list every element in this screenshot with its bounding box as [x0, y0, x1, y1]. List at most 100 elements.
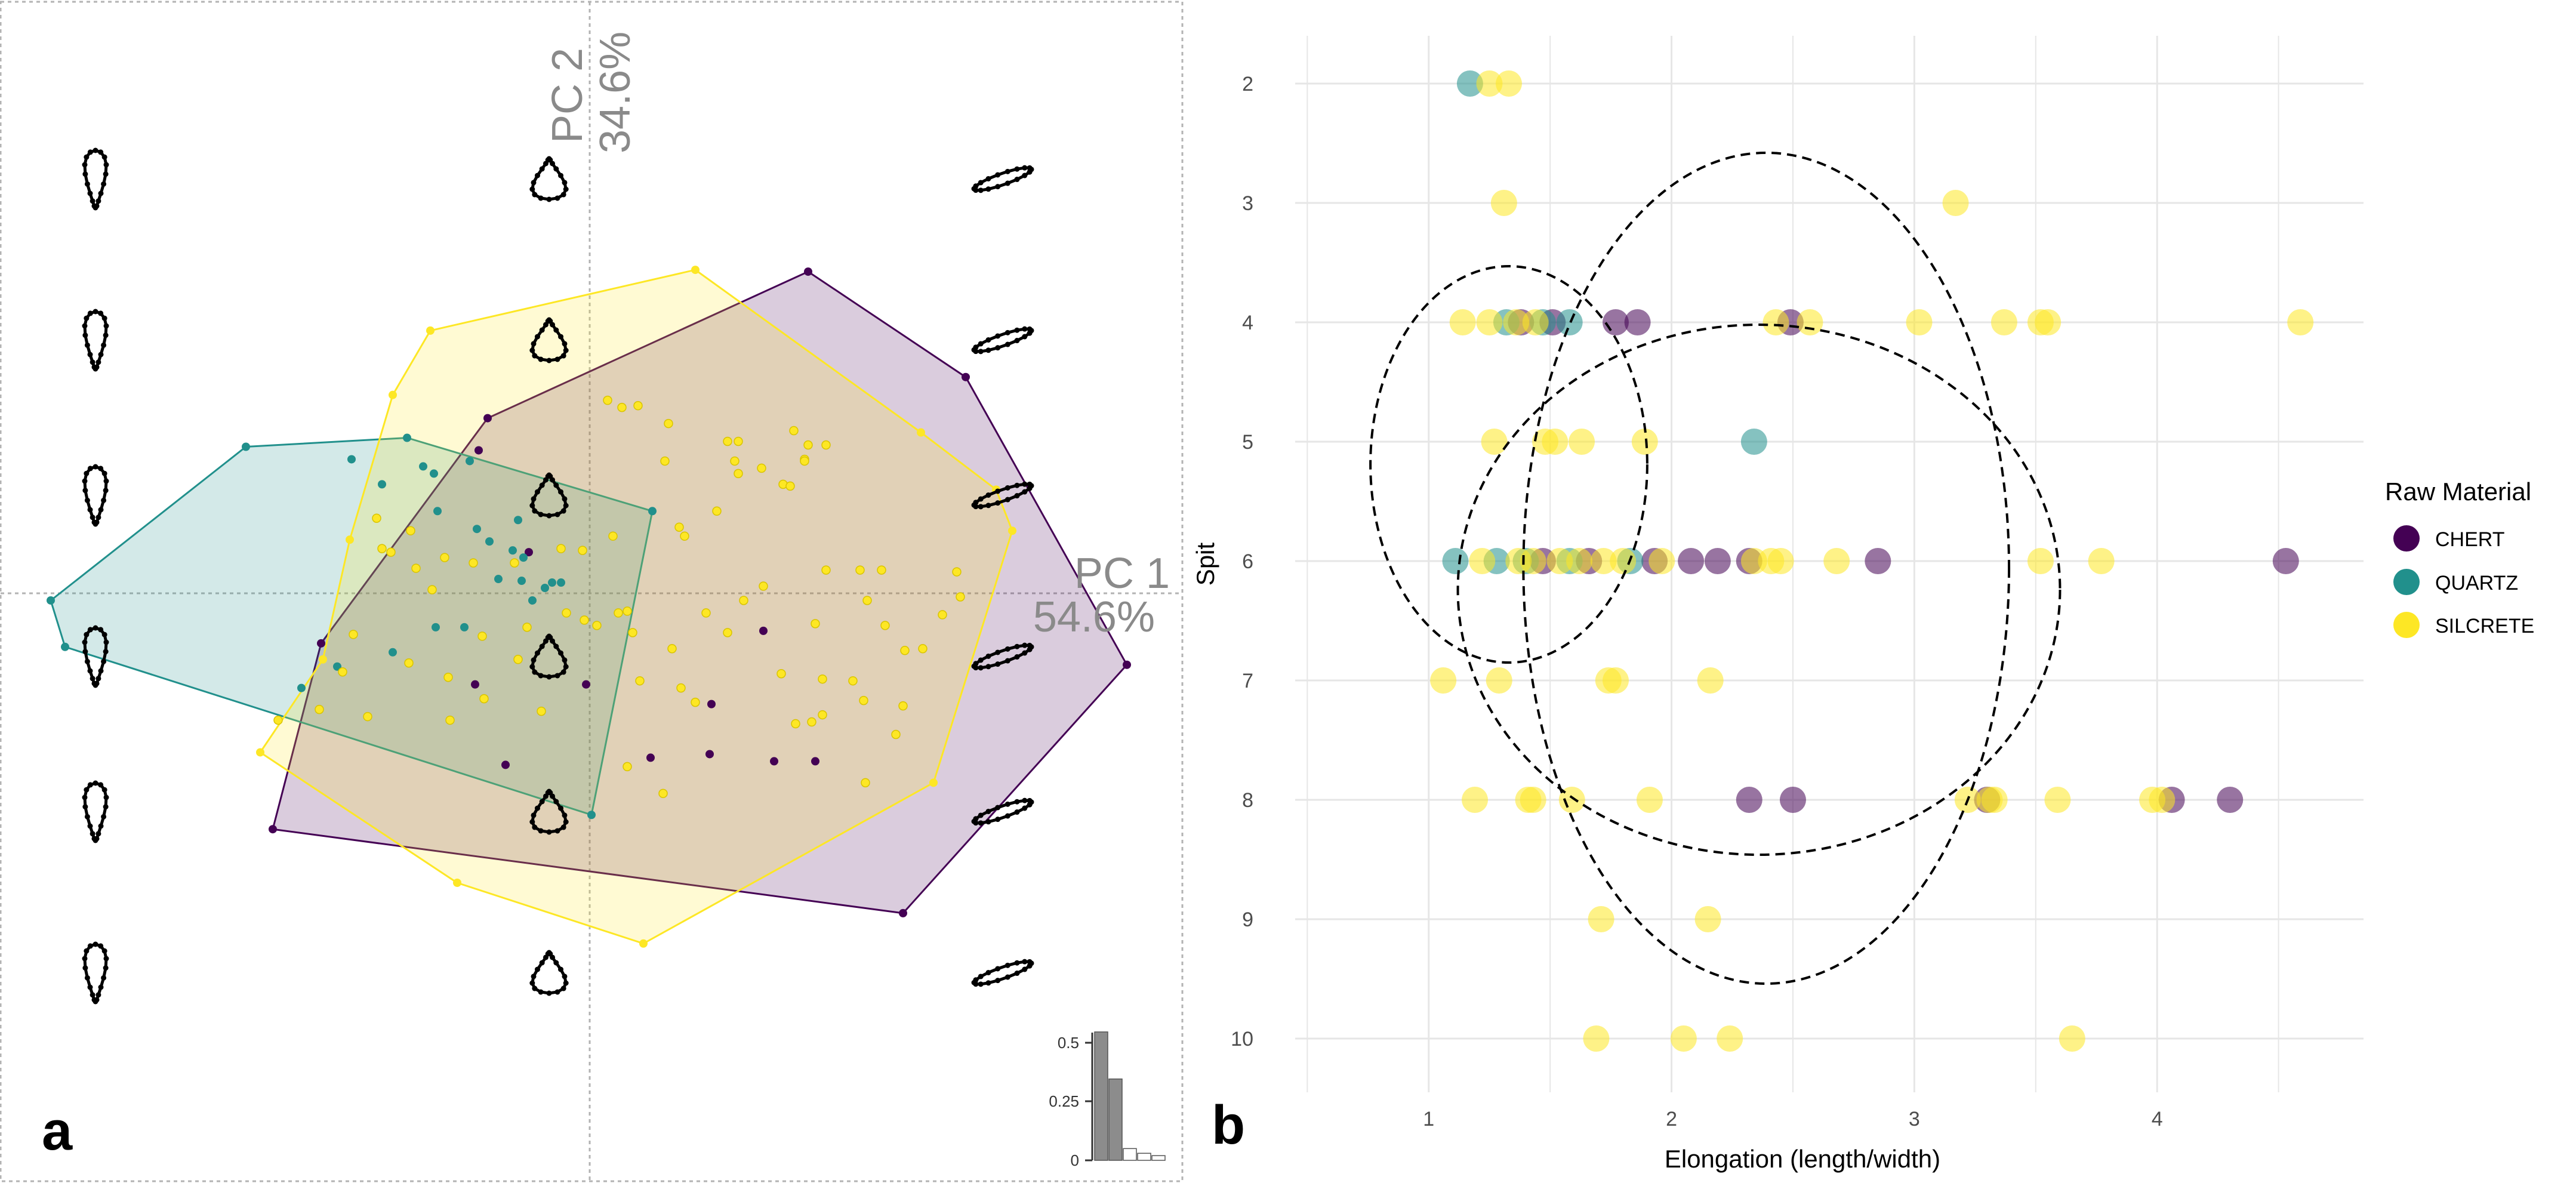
outline-landmark — [98, 984, 104, 990]
outline-landmark — [532, 985, 538, 991]
point-silcrete — [777, 669, 786, 679]
point-silcrete — [623, 762, 632, 772]
inset-bar — [1094, 1031, 1108, 1161]
point-quartz — [541, 584, 549, 593]
point-silcrete — [877, 565, 886, 575]
outline-landmark — [93, 309, 98, 315]
point-quartz — [557, 578, 565, 587]
point-chert — [2272, 548, 2299, 574]
outline-landmark — [1014, 654, 1020, 660]
point-chert — [707, 700, 716, 708]
outline-landmark — [995, 649, 1001, 655]
outline-landmark — [538, 195, 544, 201]
outline-landmark — [87, 352, 93, 358]
hull-vertex-silcrete — [319, 655, 327, 664]
inset-bar — [1108, 1078, 1123, 1161]
legend-item-chert: CHERT — [2393, 525, 2505, 552]
outline-landmark — [87, 466, 93, 472]
point-silcrete — [614, 608, 623, 618]
y-tick-label: 6 — [1242, 550, 1253, 573]
inset-tick-label: 0.5 — [1058, 1034, 1079, 1052]
hull-vertex-chert — [804, 267, 812, 276]
point-silcrete — [513, 655, 523, 664]
point-silcrete — [861, 778, 870, 788]
outline-landmark — [87, 668, 93, 674]
point-silcrete — [477, 631, 487, 641]
outline-landmark — [978, 665, 984, 671]
hull-vertex-silcrete — [453, 879, 461, 888]
outline-landmark — [1014, 327, 1020, 333]
outline-landmark — [1014, 643, 1020, 649]
outline-landmark — [1027, 326, 1033, 332]
outline-landmark — [550, 161, 556, 167]
point-silcrete — [658, 788, 668, 799]
outline-landmark — [532, 824, 538, 830]
outline-landmark — [1004, 180, 1010, 186]
point-silcrete — [674, 522, 684, 532]
point-silcrete — [664, 418, 673, 429]
point-chert — [1704, 548, 1731, 574]
outline-landmark — [985, 503, 991, 509]
outline-landmark — [558, 650, 564, 656]
outline-landmark — [93, 941, 98, 947]
outline-landmark — [995, 488, 1001, 494]
outline-landmark — [973, 661, 979, 667]
outline-landmark — [87, 149, 93, 155]
point-quartz — [433, 507, 442, 516]
point-silcrete — [1942, 190, 1969, 216]
point-quartz — [389, 648, 397, 657]
point-silcrete — [807, 717, 816, 727]
outline-landmark — [101, 631, 107, 637]
outline-landmark — [82, 171, 88, 177]
point-silcrete — [2149, 787, 2176, 813]
outline-landmark — [560, 353, 566, 359]
outline-landmark — [554, 356, 560, 362]
point-chert — [2217, 787, 2244, 813]
outline-landmark — [98, 782, 104, 788]
point-silcrete — [411, 563, 421, 573]
outline-landmark — [531, 812, 537, 818]
outline-landmark — [978, 180, 984, 186]
legend-title: Raw Material — [2385, 478, 2531, 506]
point-silcrete — [1648, 548, 1675, 574]
hull-chert — [272, 270, 1128, 914]
y-tick-label: 10 — [1231, 1028, 1253, 1051]
hull-vertex-quartz — [403, 433, 411, 442]
outline-landmark — [84, 975, 90, 981]
hull-vertex-silcrete — [929, 778, 938, 787]
outline-landmark — [553, 643, 559, 649]
point-silcrete — [723, 628, 732, 637]
outline-landmark — [90, 676, 95, 682]
outline-landmark — [546, 829, 552, 835]
outline-landmark — [95, 515, 101, 520]
outline-landmark — [973, 816, 979, 822]
outline-landmark — [532, 353, 538, 359]
outline-landmark — [1027, 642, 1033, 648]
point-silcrete — [759, 581, 768, 591]
point-silcrete — [1481, 429, 1508, 455]
panel-b-label: b — [1212, 1095, 1245, 1156]
outline-landmark — [995, 345, 1001, 351]
outline-landmark — [546, 196, 552, 202]
outline-landmark — [985, 337, 991, 343]
outline-landmark — [93, 625, 98, 631]
outline-landmark — [534, 650, 540, 656]
outline-landmark — [87, 984, 93, 990]
hull-vertex-silcrete — [426, 326, 435, 335]
panel-b-scatter-plot: 1 2 3 4 2 3 4 5 6 7 8 9 10 Elongation (l… — [1191, 36, 2534, 1173]
outline-landmark — [529, 503, 535, 509]
outline-landmark — [538, 989, 544, 995]
outline-landmark — [103, 478, 109, 484]
legend-swatch-silcrete — [2393, 612, 2420, 638]
point-silcrete — [818, 674, 827, 684]
pc1-percent: 54.6% — [1033, 593, 1155, 641]
outline-landmark — [550, 322, 556, 328]
outline-landmark — [531, 974, 537, 979]
point-silcrete — [2088, 548, 2115, 574]
point-silcrete — [791, 719, 800, 729]
outline-landmark — [98, 668, 104, 674]
point-quartz — [1556, 309, 1583, 335]
outline-landmark — [558, 489, 564, 495]
point-silcrete — [1767, 548, 1794, 574]
outline-landmark — [101, 497, 107, 503]
